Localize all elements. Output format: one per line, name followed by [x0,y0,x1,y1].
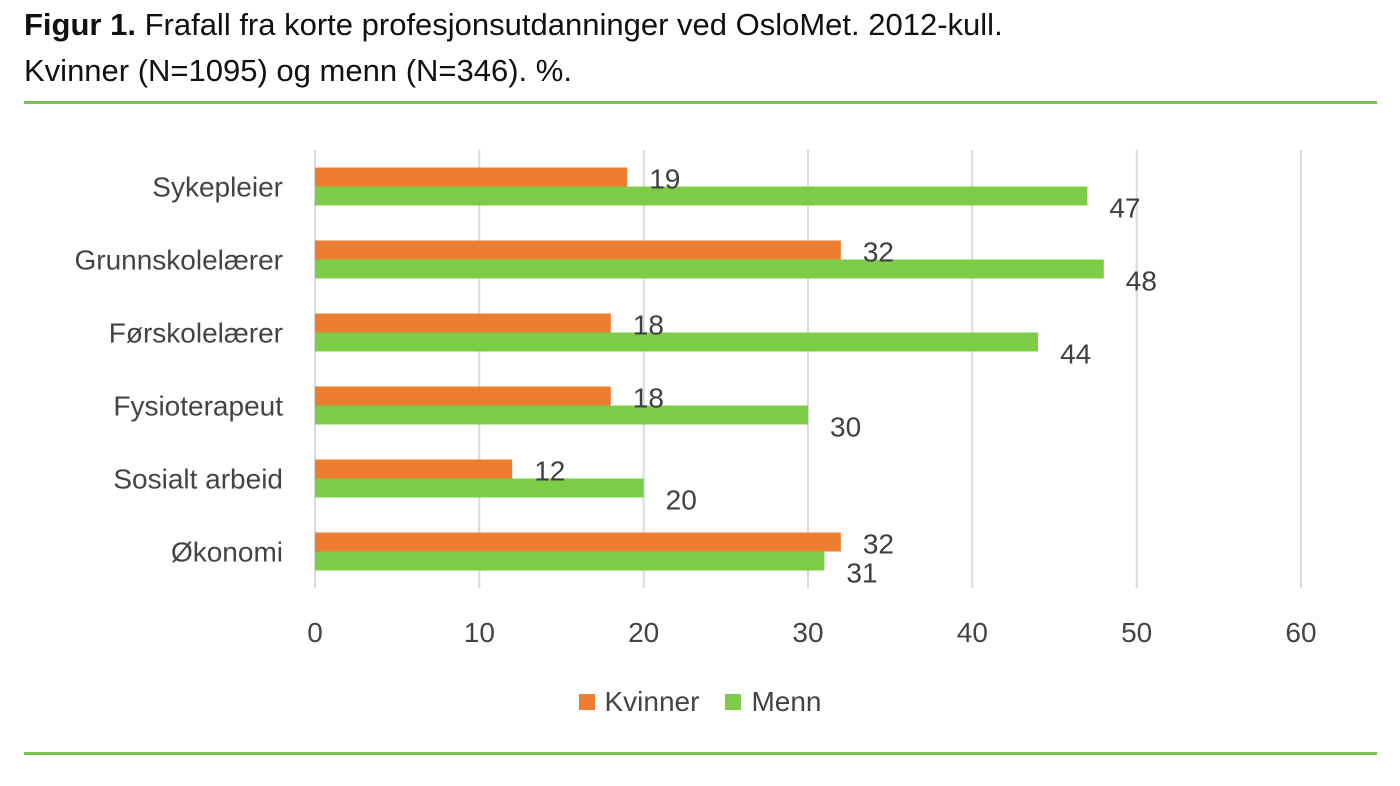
category-label: Grunnskolelærer [74,245,283,276]
legend-swatch-menn [725,694,742,710]
labels: 0 10 20 30 40 50 60 Sykepleier 19 47 Grunnskolelær… [74,164,1316,649]
legend: Kvinner Menn [0,686,1400,718]
bar-kvinner [315,532,841,552]
x-tick-label: 30 [792,617,823,648]
data-label: 48 [1126,266,1157,297]
category-label: Sykepleier [152,172,283,203]
bar-chart: 0 10 20 30 40 50 60 Sykepleier 19 47 Grunnskolelær… [74,150,1317,649]
gridlines [314,150,1302,588]
data-label: 47 [1109,193,1140,224]
x-tick-label: 40 [957,617,988,648]
x-tick-label: 10 [464,617,495,648]
figure-caption: Figur 1. Frafall fra korte profesjonsutd… [24,2,1384,94]
legend-label-kvinner: Kvinner [604,686,700,717]
bar-kvinner [315,386,611,406]
data-label: 12 [534,456,565,487]
data-label: 20 [666,485,697,516]
bottom-divider [24,752,1377,755]
data-label: 30 [830,412,861,443]
category-label: Fysioterapeut [113,391,283,422]
bar-menn [315,332,1039,352]
data-label: 31 [846,558,877,589]
data-label: 32 [863,529,894,560]
category-label: Sosialt arbeid [113,464,283,495]
category-label: Førskolelærer [109,318,283,349]
caption-line-2: Kvinner (N=1095) og menn (N=346). %. [24,53,572,88]
data-label: 19 [649,164,680,195]
bar-menn [315,186,1088,206]
bar-menn [315,551,825,571]
bar-kvinner [315,167,628,187]
x-tick-label: 60 [1285,617,1316,648]
top-divider [24,101,1377,104]
legend-item-menn: Menn [725,686,821,718]
bar-menn [315,478,644,498]
x-tick-label: 0 [307,617,323,648]
bar-kvinner [315,240,841,260]
bar-menn [315,405,808,425]
caption-title: Frafall fra korte profesjonsutdanninger … [144,7,1003,42]
category-label: Økonomi [171,537,283,568]
bar-kvinner [315,459,513,479]
x-tick-label: 50 [1121,617,1152,648]
caption-line-1: Figur 1. Frafall fra korte profesjonsutd… [24,2,1384,48]
x-tick-label: 20 [628,617,659,648]
bars [315,167,1104,571]
data-label: 18 [633,383,664,414]
data-label: 32 [863,237,894,268]
legend-label-menn: Menn [751,686,822,717]
legend-swatch-kvinner [578,694,595,710]
figure-label: Figur 1. [24,7,136,42]
bar-kvinner [315,313,611,333]
bar-menn [315,259,1104,279]
data-label: 44 [1060,339,1091,370]
data-label: 18 [633,310,664,341]
legend-item-kvinner: Kvinner [578,686,700,718]
